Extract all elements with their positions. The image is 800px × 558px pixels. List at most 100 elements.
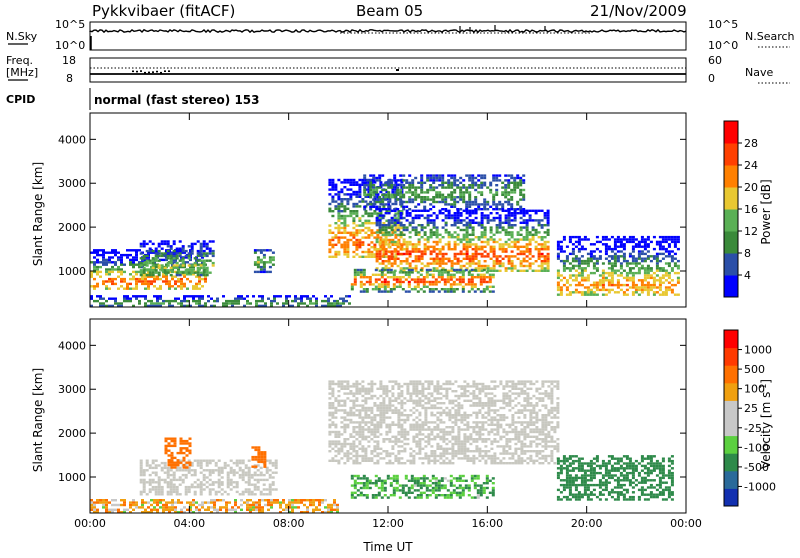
- scatter-cell: [520, 210, 523, 212]
- scatter-cell: [399, 278, 402, 280]
- scatter-cell: [203, 269, 206, 271]
- scatter-cell: [496, 419, 499, 421]
- scatter-cell: [370, 256, 373, 258]
- scatter-cell: [469, 241, 472, 243]
- scatter-cell: [260, 266, 263, 268]
- scatter-cell: [409, 212, 412, 214]
- scatter-cell: [387, 182, 390, 184]
- scatter-cell: [361, 241, 364, 243]
- scatter-cell: [349, 433, 352, 435]
- scatter-cell: [457, 412, 460, 414]
- scatter-cell: [593, 284, 596, 286]
- scatter-cell: [96, 259, 99, 261]
- scatter-cell: [590, 260, 593, 262]
- scatter-cell: [270, 302, 273, 304]
- scatter-cell: [457, 436, 460, 438]
- scatter-cell: [369, 191, 372, 193]
- scatter-cell: [105, 288, 108, 290]
- scatter-cell: [183, 285, 186, 287]
- scatter-cell: [517, 246, 520, 248]
- scatter-cell: [200, 250, 203, 252]
- scatter-cell: [523, 426, 526, 428]
- scatter-cell: [141, 278, 144, 280]
- scatter-cell: [535, 388, 538, 390]
- scatter-cell: [164, 243, 167, 245]
- scatter-cell: [257, 259, 260, 261]
- scatter-cell: [526, 250, 529, 252]
- scatter-cell: [387, 203, 390, 205]
- scatter-cell: [400, 222, 403, 224]
- scatter-cell: [502, 250, 505, 252]
- scatter-cell: [364, 200, 367, 202]
- scatter-cell: [575, 265, 578, 267]
- scatter-cell: [197, 240, 200, 242]
- scatter-cell: [361, 388, 364, 390]
- scatter-cell: [384, 278, 387, 280]
- scatter-cell: [155, 252, 158, 254]
- scatter-cell: [328, 431, 331, 433]
- scatter-cell: [328, 445, 331, 447]
- scatter-cell: [490, 226, 493, 228]
- scatter-cell: [487, 243, 490, 245]
- scatter-cell: [105, 261, 108, 263]
- scatter-cell: [291, 300, 294, 302]
- scatter-cell: [445, 214, 448, 216]
- scatter-cell: [493, 440, 496, 442]
- scatter-cell: [484, 404, 487, 406]
- scatter-cell: [602, 262, 605, 264]
- scatter-cell: [391, 229, 394, 231]
- scatter-cell: [414, 194, 417, 196]
- scatter-cell: [478, 433, 481, 435]
- scatter-cell: [526, 436, 529, 438]
- scatter-cell: [514, 452, 517, 454]
- scatter-cell: [363, 206, 366, 208]
- scatter-cell: [427, 400, 430, 402]
- scatter-cell: [448, 416, 451, 418]
- scatter-cell: [364, 416, 367, 418]
- scatter-cell: [593, 294, 596, 296]
- scatter-cell: [504, 189, 507, 191]
- scatter-cell: [463, 452, 466, 454]
- scatter-cell: [529, 445, 532, 447]
- scatter-cell: [385, 385, 388, 387]
- scatter-cell: [608, 248, 611, 250]
- scatter-cell: [478, 390, 481, 392]
- scatter-cell: [412, 426, 415, 428]
- scatter-cell: [522, 194, 525, 196]
- scatter-cell: [96, 268, 99, 270]
- scatter-cell: [493, 253, 496, 255]
- scatter-cell: [611, 270, 614, 272]
- scatter-cell: [560, 294, 563, 296]
- scatter-cell: [343, 385, 346, 387]
- scatter-cell: [550, 460, 553, 462]
- scatter-cell: [197, 269, 200, 271]
- scatter-cell: [650, 270, 653, 272]
- scatter-cell: [463, 253, 466, 255]
- scatter-cell: [334, 184, 337, 186]
- scatter-cell: [369, 182, 372, 184]
- scatter-cell: [203, 240, 206, 242]
- scatter-cell: [257, 261, 260, 263]
- scatter-cell: [439, 438, 442, 440]
- scatter-cell: [496, 385, 499, 387]
- scatter-cell: [453, 203, 456, 205]
- scatter-cell: [445, 462, 448, 464]
- scatter-cell: [493, 234, 496, 236]
- scatter-cell: [599, 250, 602, 252]
- scatter-cell: [641, 253, 644, 255]
- scatter-cell: [129, 259, 132, 261]
- scatter-cell: [430, 262, 433, 264]
- scatter-cell: [472, 210, 475, 212]
- scatter-cell: [547, 255, 550, 257]
- scatter-cell: [523, 452, 526, 454]
- scatter-cell: [444, 198, 447, 200]
- scatter-cell: [499, 270, 502, 272]
- scatter-cell: [427, 210, 430, 212]
- scatter-cell: [520, 424, 523, 426]
- scatter-cell: [436, 402, 439, 404]
- scatter-cell: [490, 219, 493, 221]
- scatter-cell: [475, 450, 478, 452]
- scatter-cell: [385, 226, 388, 228]
- scatter-cell: [523, 219, 526, 221]
- scatter-cell: [328, 388, 331, 390]
